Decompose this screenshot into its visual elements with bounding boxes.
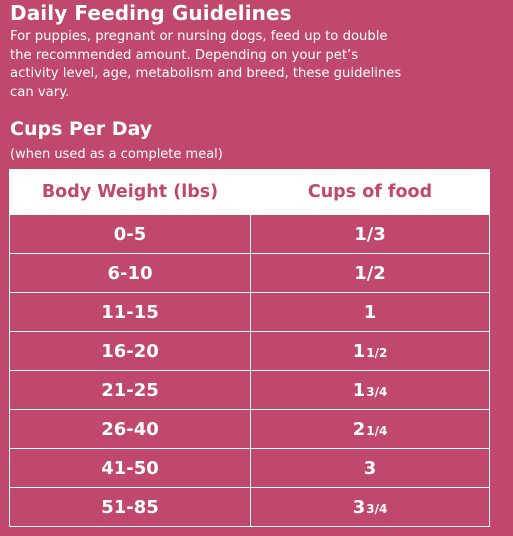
table-header-row: Body Weight (lbs) Cups of food <box>9 169 490 215</box>
page-title: Daily Feeding Guidelines <box>10 1 292 25</box>
table-row: 11-15 1 <box>9 292 490 332</box>
cups-fraction: 3/4 <box>366 384 388 399</box>
cups-value: 1 <box>352 379 366 401</box>
cell-cups-of-food: 11/2 <box>250 331 490 371</box>
cups-value: 1/2 <box>354 262 386 284</box>
cell-cups-of-food: 1/3 <box>250 214 490 254</box>
cups-value: 3 <box>352 496 366 518</box>
table-row: 0-5 1/3 <box>9 214 490 254</box>
cups-fraction: 1/2 <box>366 345 388 360</box>
cups-value: 1 <box>352 340 366 362</box>
header-cups-of-food: Cups of food <box>250 169 490 215</box>
cell-body-weight: 51-85 <box>9 487 251 527</box>
table-row: 21-25 13/4 <box>9 370 490 410</box>
cups-value: 1/3 <box>354 223 386 245</box>
cups-value: 3 <box>363 457 377 479</box>
cups-fraction: 3/4 <box>366 501 388 516</box>
table-row: 51-85 33/4 <box>9 487 490 527</box>
cell-body-weight: 21-25 <box>9 370 251 410</box>
cell-cups-of-food: 33/4 <box>250 487 490 527</box>
table-row: 6-10 1/2 <box>9 253 490 293</box>
cell-cups-of-food: 1 <box>250 292 490 332</box>
intro-text: For puppies, pregnant or nursing dogs, f… <box>10 29 402 100</box>
cups-value: 2 <box>352 418 366 440</box>
cell-cups-of-food: 21/4 <box>250 409 490 449</box>
cell-body-weight: 16-20 <box>9 331 251 371</box>
cell-body-weight: 6-10 <box>9 253 251 293</box>
cell-cups-of-food: 1/2 <box>250 253 490 293</box>
feeding-table: Body Weight (lbs) Cups of food 0-5 1/3 6-1… <box>9 169 490 527</box>
cell-body-weight: 26-40 <box>9 409 251 449</box>
section-note: (when used as a complete meal) <box>10 147 223 162</box>
cell-body-weight: 0-5 <box>9 214 251 254</box>
cups-fraction: 1/4 <box>366 423 388 438</box>
table-row: 26-40 21/4 <box>9 409 490 449</box>
cell-cups-of-food: 3 <box>250 448 490 488</box>
cell-body-weight: 11-15 <box>9 292 251 332</box>
section-title: Cups Per Day <box>10 118 153 140</box>
table-row: 16-20 11/2 <box>9 331 490 371</box>
cups-value: 1 <box>363 301 377 323</box>
header-body-weight: Body Weight (lbs) <box>9 169 251 215</box>
cell-body-weight: 41-50 <box>9 448 251 488</box>
cell-cups-of-food: 13/4 <box>250 370 490 410</box>
table-row: 41-50 3 <box>9 448 490 488</box>
